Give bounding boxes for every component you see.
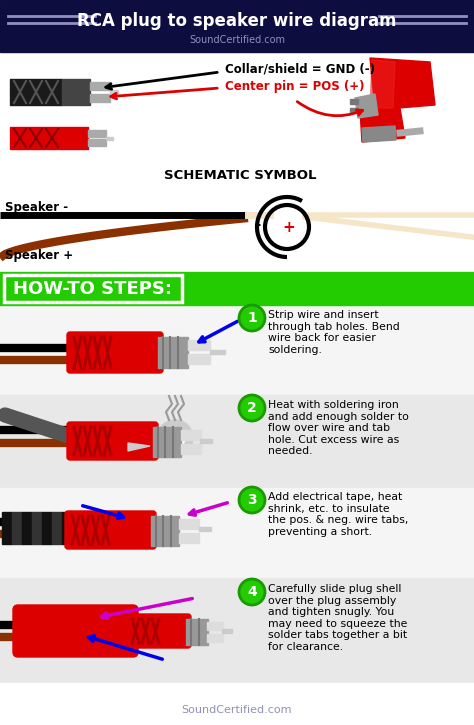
- Bar: [62, 127, 88, 149]
- Bar: [179, 533, 199, 543]
- Bar: [188, 354, 210, 364]
- Text: Add electrical tape, heat
shrink, etc. to insulate
the pos. & neg. wire tabs,
pr: Add electrical tape, heat shrink, etc. t…: [268, 492, 409, 536]
- Polygon shape: [362, 126, 396, 142]
- Bar: [0, 272, 474, 305]
- Bar: [181, 430, 201, 440]
- Bar: [32, 512, 42, 544]
- Bar: [0, 578, 474, 683]
- Bar: [0, 0, 474, 52]
- Text: Heat with soldering iron
and add enough solder to
flow over wire and tab
hole. C: Heat with soldering iron and add enough …: [268, 400, 409, 457]
- Text: Speaker -: Speaker -: [5, 201, 68, 213]
- Bar: [88, 139, 106, 146]
- Circle shape: [239, 487, 265, 513]
- Circle shape: [239, 305, 265, 331]
- Bar: [207, 634, 223, 642]
- Text: Strip wire and insert
through tab holes. Bend
wire back for easier
soldering.: Strip wire and insert through tab holes.…: [268, 310, 400, 355]
- Text: 4: 4: [247, 585, 257, 599]
- Bar: [72, 512, 82, 544]
- Bar: [200, 439, 212, 443]
- Bar: [62, 79, 90, 105]
- Bar: [350, 108, 358, 113]
- Bar: [88, 130, 106, 137]
- Bar: [90, 82, 110, 90]
- Text: 3: 3: [247, 493, 257, 507]
- Bar: [110, 90, 118, 94]
- Bar: [186, 619, 208, 645]
- Bar: [106, 137, 113, 140]
- Text: SoundCertified.com: SoundCertified.com: [189, 35, 285, 45]
- Bar: [2, 512, 12, 544]
- Text: -: -: [254, 217, 260, 231]
- Polygon shape: [360, 108, 405, 142]
- Bar: [179, 519, 199, 529]
- Bar: [90, 94, 110, 102]
- Polygon shape: [370, 60, 395, 108]
- FancyBboxPatch shape: [67, 422, 158, 460]
- Circle shape: [165, 428, 185, 448]
- Circle shape: [239, 395, 265, 421]
- Text: Speaker +: Speaker +: [5, 249, 73, 262]
- Bar: [4, 275, 182, 302]
- Bar: [0, 305, 474, 395]
- Bar: [62, 512, 72, 544]
- FancyBboxPatch shape: [67, 332, 163, 373]
- Text: Carefully slide plug shell
over the plug assembly
and tighten snugly. You
may ne: Carefully slide plug shell over the plug…: [268, 584, 407, 652]
- Polygon shape: [355, 94, 378, 118]
- Text: Collar/shield = GND (-): Collar/shield = GND (-): [225, 62, 375, 75]
- Bar: [199, 527, 211, 531]
- Bar: [0, 488, 474, 578]
- Text: HOW-TO STEPS:: HOW-TO STEPS:: [13, 280, 173, 298]
- Bar: [188, 340, 210, 350]
- Polygon shape: [128, 443, 150, 451]
- FancyBboxPatch shape: [125, 614, 191, 648]
- Text: SCHEMATIC SYMBOL: SCHEMATIC SYMBOL: [164, 168, 316, 181]
- Bar: [42, 512, 52, 544]
- Bar: [52, 512, 62, 544]
- Text: 2: 2: [247, 401, 257, 415]
- Text: +: +: [283, 220, 295, 234]
- Text: 1: 1: [247, 311, 257, 325]
- Bar: [181, 444, 201, 454]
- Text: Center pin = POS (+): Center pin = POS (+): [225, 80, 365, 93]
- Text: RCA plug to speaker wire diagram: RCA plug to speaker wire diagram: [77, 12, 397, 30]
- Bar: [210, 350, 225, 354]
- Bar: [158, 337, 188, 368]
- Circle shape: [239, 579, 265, 605]
- Bar: [12, 512, 22, 544]
- Bar: [10, 127, 62, 149]
- Bar: [10, 79, 62, 105]
- Bar: [153, 427, 181, 457]
- Bar: [207, 622, 223, 630]
- Bar: [0, 52, 474, 195]
- FancyBboxPatch shape: [13, 605, 138, 657]
- Bar: [222, 629, 232, 633]
- Bar: [350, 99, 358, 104]
- Text: SoundCertified.com: SoundCertified.com: [182, 705, 292, 715]
- Bar: [0, 395, 474, 488]
- Bar: [0, 683, 474, 725]
- Polygon shape: [370, 58, 435, 110]
- Bar: [22, 512, 32, 544]
- Circle shape: [157, 420, 193, 456]
- Bar: [0, 185, 474, 272]
- FancyBboxPatch shape: [65, 511, 156, 549]
- Bar: [151, 516, 179, 546]
